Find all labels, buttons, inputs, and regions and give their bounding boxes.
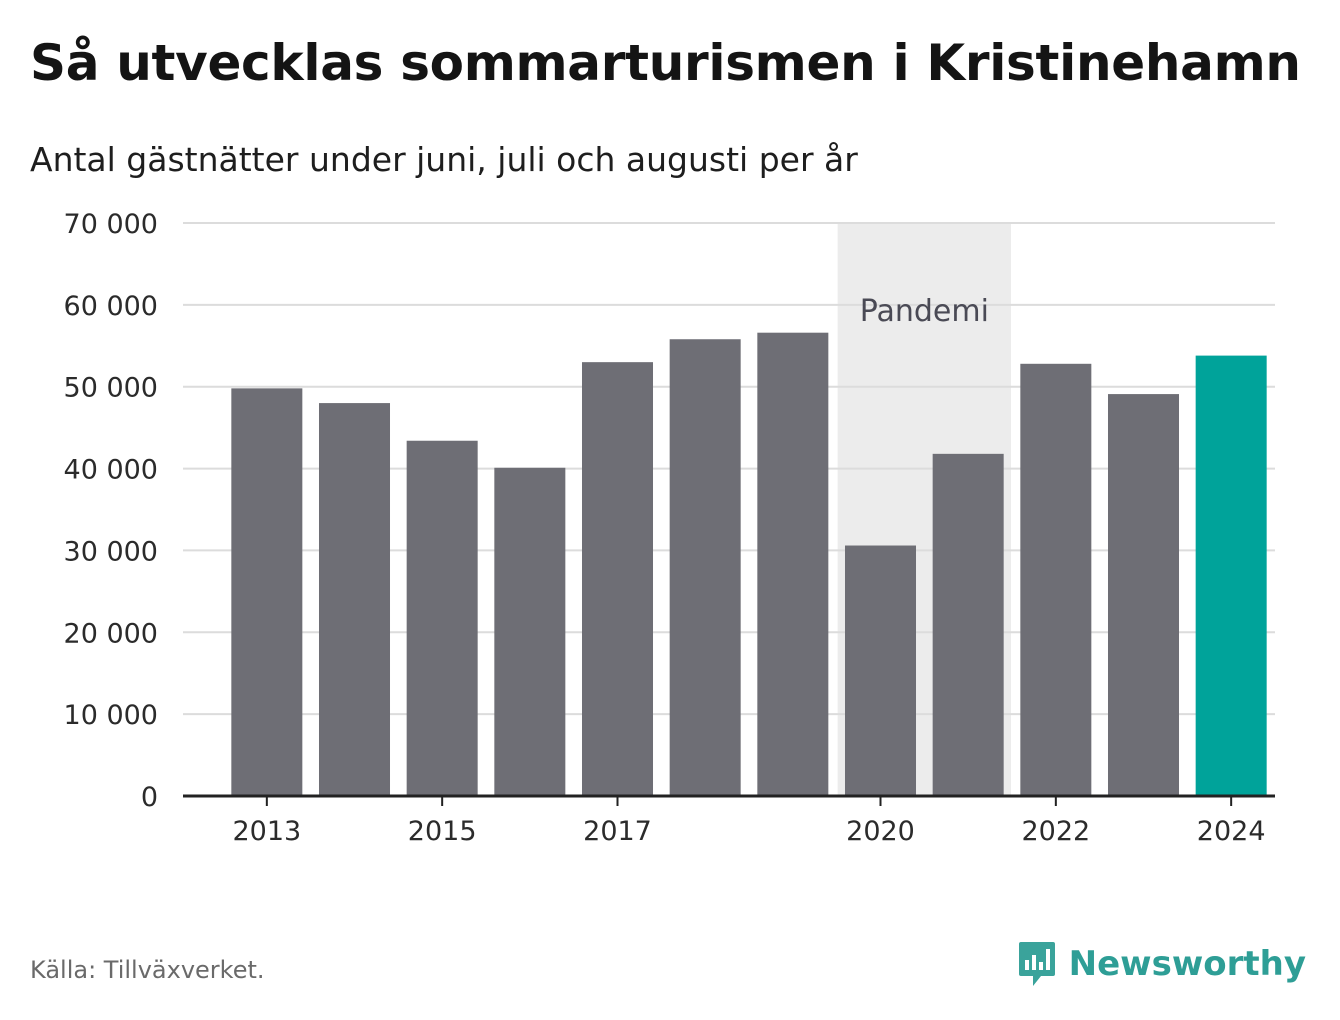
y-tick-label: 50 000 (64, 373, 158, 404)
brand-name: Newsworthy (1068, 944, 1306, 984)
chart-title: Så utvecklas sommarturismen i Kristineha… (30, 34, 1301, 92)
bar-2013 (231, 388, 303, 796)
bar-2015 (406, 440, 478, 796)
y-tick-label: 10 000 (64, 700, 158, 731)
chart-subtitle: Antal gästnätter under juni, juli och au… (30, 140, 858, 179)
x-tick-label: 2013 (232, 816, 301, 847)
x-tick-label: 2024 (1197, 816, 1266, 847)
label-layer: Pandemi 0 10 000 20 000 30 000 40 000 50 000 60… (64, 209, 1266, 847)
axis-layer (183, 794, 1275, 806)
bar-2022 (1020, 363, 1092, 796)
y-tick-label: 70 000 (64, 209, 158, 240)
bar-2019 (757, 332, 829, 796)
bar-2023 (1107, 394, 1180, 796)
source-note: Källa: Tillväxverket. (30, 956, 265, 984)
bar-2017 (581, 362, 654, 796)
bar-chart: Pandemi 0 10 000 20 000 30 000 40 000 50 000 60… (64, 209, 1275, 847)
y-tick-label: 40 000 (64, 455, 158, 486)
shaded-region-label: Pandemi (860, 294, 989, 329)
bar-2021 (932, 453, 1004, 796)
x-tick-label: 2017 (583, 816, 652, 847)
x-tick-label: 2015 (408, 816, 477, 847)
x-tick-label: 2020 (846, 816, 915, 847)
bar-2024 (1195, 355, 1267, 796)
y-tick-label: 20 000 (64, 618, 158, 649)
x-tick-label: 2022 (1021, 816, 1090, 847)
y-tick-label: 30 000 (64, 536, 158, 567)
brand-logo: Newsworthy (1017, 940, 1306, 988)
bar-2014 (318, 403, 391, 796)
newsworthy-logo-icon (1018, 942, 1055, 986)
bar-2020 (844, 545, 917, 796)
bar-layer (231, 332, 1267, 796)
bar-2016 (494, 467, 566, 796)
bar-2018 (669, 339, 741, 796)
y-tick-label: 60 000 (64, 291, 158, 322)
y-tick-label: 0 (141, 782, 158, 813)
